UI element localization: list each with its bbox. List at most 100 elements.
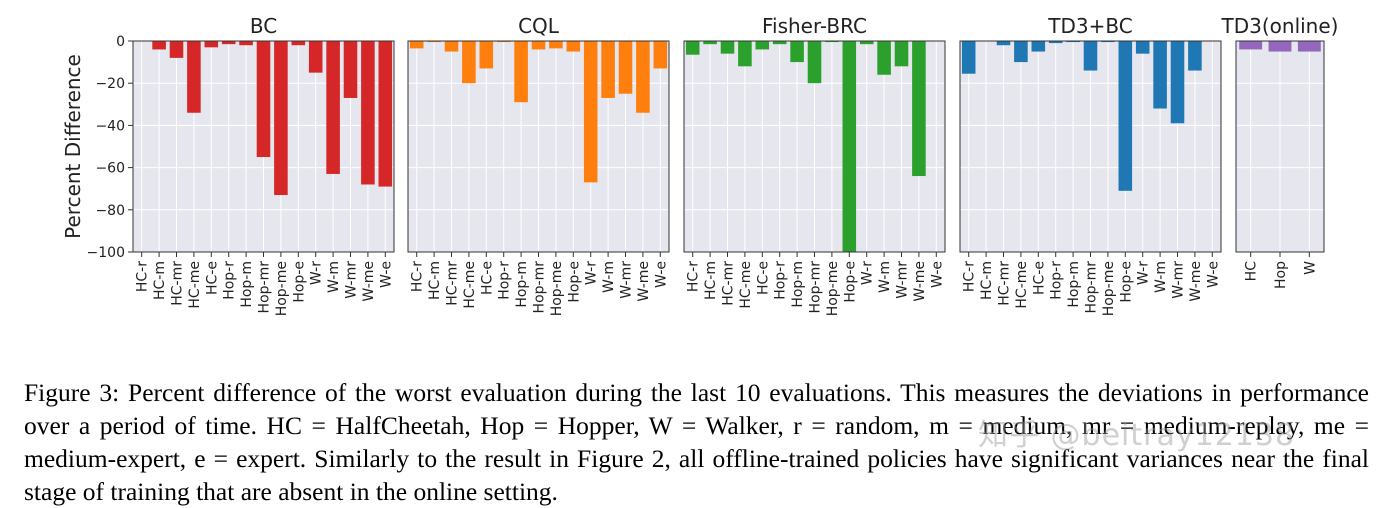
bar-hc-m xyxy=(703,41,717,45)
bar-w-mr xyxy=(1170,41,1185,124)
bar-w-r xyxy=(859,41,874,45)
x-tick-label: W-r xyxy=(1136,261,1152,285)
y-tick-label: −40 xyxy=(95,118,125,134)
bar-hop-r xyxy=(772,41,787,45)
y-tick-label: −80 xyxy=(95,203,125,219)
bar-hc-mr xyxy=(169,41,184,58)
x-tick-label: HC-m xyxy=(427,261,443,300)
bar-w-r xyxy=(583,41,598,183)
x-tick-label: Hop-e xyxy=(291,261,307,303)
bar-hc-m xyxy=(427,41,441,43)
x-tick-label: Hop-r xyxy=(497,261,513,300)
x-tick-label: Hop-me xyxy=(549,261,565,316)
x-tick-label: W-m xyxy=(1153,261,1169,293)
x-tick-label: W-r xyxy=(860,261,876,285)
bar-hop-me xyxy=(825,41,839,43)
x-tick-label: W-me xyxy=(912,261,928,302)
bar-w-e xyxy=(378,41,393,187)
bar-w-me xyxy=(636,41,650,113)
x-tick-label: HC-e xyxy=(479,261,495,295)
x-tick-label: HC-mr xyxy=(721,261,737,306)
panel-title: TD3+BC xyxy=(1047,14,1132,38)
y-tick-label: −60 xyxy=(95,161,125,177)
x-tick-label: HC-me xyxy=(1014,261,1030,309)
x-tick-label: Hop-mr xyxy=(808,261,824,314)
x-tick-label: W-me xyxy=(361,261,377,302)
bar-w xyxy=(1297,41,1321,52)
x-tick-label: HC-m xyxy=(979,261,995,300)
bar-w-mr xyxy=(343,41,358,98)
y-axis-label: Percent Difference xyxy=(61,54,85,239)
bar-w-me xyxy=(912,41,926,177)
bar-hop-m xyxy=(1066,41,1080,43)
bar-w-mr xyxy=(618,41,633,94)
x-tick-label: Hop-me xyxy=(274,261,290,316)
x-tick-label: W-mr xyxy=(1171,261,1187,299)
x-tick-label: HC-e xyxy=(204,261,220,295)
figure-panels: Percent Difference BC HC-r HC-m HC-mr HC-me HC… xyxy=(61,14,1339,316)
bar-hop-mr xyxy=(807,41,822,84)
x-tick-label: W-r xyxy=(584,261,600,285)
x-tick-label: W-m xyxy=(326,261,342,293)
bar-hc-r xyxy=(685,41,700,55)
x-tick-label: W-mr xyxy=(619,261,635,299)
bar-hop-r xyxy=(221,41,236,45)
x-tick-label: HC xyxy=(1244,261,1260,282)
panel-title: CQL xyxy=(518,14,560,38)
watermark: 知乎 @beitray12138 xyxy=(978,418,1296,453)
bar-w-m xyxy=(326,41,340,174)
x-tick-label: HC-mr xyxy=(997,261,1013,306)
x-tick-label: HC-e xyxy=(755,261,771,295)
bar-hc-r xyxy=(409,41,424,49)
bar-hop-e xyxy=(291,41,306,46)
x-tick-label: Hop-r xyxy=(1049,261,1065,300)
x-tick-label: Hop-me xyxy=(1101,261,1117,316)
x-tick-label: Hop-m xyxy=(1066,261,1082,308)
bar-hc-mr xyxy=(720,41,735,54)
bar-hc-me xyxy=(1014,41,1028,63)
x-tick-label: HC-r xyxy=(686,261,702,292)
y-tick-label: −100 xyxy=(87,245,125,261)
bar-hop-me xyxy=(549,41,563,49)
x-tick-label: Hop-mr xyxy=(257,261,273,314)
x-tick-label: W-e xyxy=(1205,261,1221,288)
x-tick-label: Hop xyxy=(1273,261,1289,289)
x-tick-label: Hop-mr xyxy=(1084,261,1100,314)
bar-hop-e xyxy=(842,41,857,252)
x-tick-label: W-e xyxy=(653,261,669,288)
bar-w-r xyxy=(308,41,323,73)
figure-caption: Figure 3: Percent difference of the wors… xyxy=(24,377,1369,506)
x-tick-label: Hop-m xyxy=(790,261,806,308)
bar-hc-e xyxy=(1031,41,1046,52)
panel-td3-online-: TD3(online) HC Hop W xyxy=(1221,14,1339,289)
bar-hc-mr xyxy=(444,41,459,52)
x-tick-label: HC-e xyxy=(1031,261,1047,295)
bar-hop xyxy=(1268,41,1292,52)
x-tick-label: HC-r xyxy=(135,261,151,292)
x-tick-label: HC-mr xyxy=(170,261,186,306)
bar-w-me xyxy=(1188,41,1202,71)
bar-w-m xyxy=(877,41,891,75)
bar-hop-r xyxy=(496,41,511,43)
x-tick-label: Hop-m xyxy=(239,261,255,308)
x-tick-label: HC-me xyxy=(462,261,478,309)
x-tick-label: HC-m xyxy=(703,261,719,300)
bar-hop-me xyxy=(1101,41,1115,43)
x-tick-label: HC-r xyxy=(410,261,426,292)
x-tick-label: W-me xyxy=(636,261,652,302)
panel-title: TD3(online) xyxy=(1221,14,1339,38)
x-tick-label: Hop-r xyxy=(773,261,789,300)
x-tick-label: W-r xyxy=(309,261,325,285)
bar-hop-mr xyxy=(256,41,271,158)
bar-w-m xyxy=(601,41,615,98)
x-tick-label: W-m xyxy=(877,261,893,293)
bar-w-e xyxy=(653,41,668,69)
x-tick-label: W xyxy=(1302,261,1318,275)
bar-hc-m xyxy=(152,41,166,50)
bar-hop-m xyxy=(239,41,253,46)
bar-hc-me xyxy=(738,41,752,67)
x-tick-label: Hop-e xyxy=(566,261,582,303)
y-tick-label: −20 xyxy=(95,76,125,92)
x-tick-label: W-me xyxy=(1188,261,1204,302)
x-tick-label: HC-mr xyxy=(445,261,461,306)
